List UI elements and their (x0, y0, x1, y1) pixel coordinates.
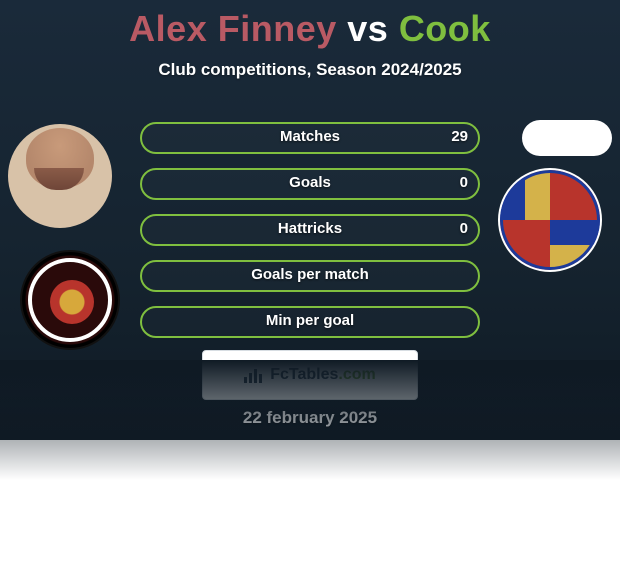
brand-text: FcTables.com (270, 366, 376, 384)
comparison-card: Alex Finney vs Cook Club competitions, S… (0, 0, 620, 580)
stat-pill (140, 260, 480, 292)
stat-row: Goals0 (140, 168, 480, 200)
stat-value-right: 0 (460, 220, 468, 237)
stat-pill (140, 214, 480, 246)
brand-box: FcTables.com (202, 350, 418, 400)
stat-pill (140, 122, 480, 154)
stat-value-right: 29 (451, 128, 468, 145)
stats-bars: Matches29 Goals0 Hattricks0 Goals per match… (140, 122, 480, 352)
player1-photo (8, 124, 112, 228)
title-vs: vs (347, 8, 388, 49)
stat-row: Goals per match (140, 260, 480, 292)
stat-pill (140, 306, 480, 338)
title-player1: Alex Finney (129, 8, 337, 49)
title-player2: Cook (399, 8, 491, 49)
subtitle: Club competitions, Season 2024/2025 (0, 60, 620, 80)
title: Alex Finney vs Cook (0, 8, 620, 50)
player2-club-logo (500, 170, 600, 270)
bg-bottom (0, 440, 620, 580)
stat-value-right: 0 (460, 174, 468, 191)
stat-row: Matches29 (140, 122, 480, 154)
stat-row: Hattricks0 (140, 214, 480, 246)
player1-club-logo (20, 250, 120, 350)
player2-photo-placeholder (522, 120, 612, 156)
stat-pill (140, 168, 480, 200)
stat-row: Min per goal (140, 306, 480, 338)
date-text: 22 february 2025 (0, 408, 620, 428)
brand-chart-icon (244, 367, 264, 383)
